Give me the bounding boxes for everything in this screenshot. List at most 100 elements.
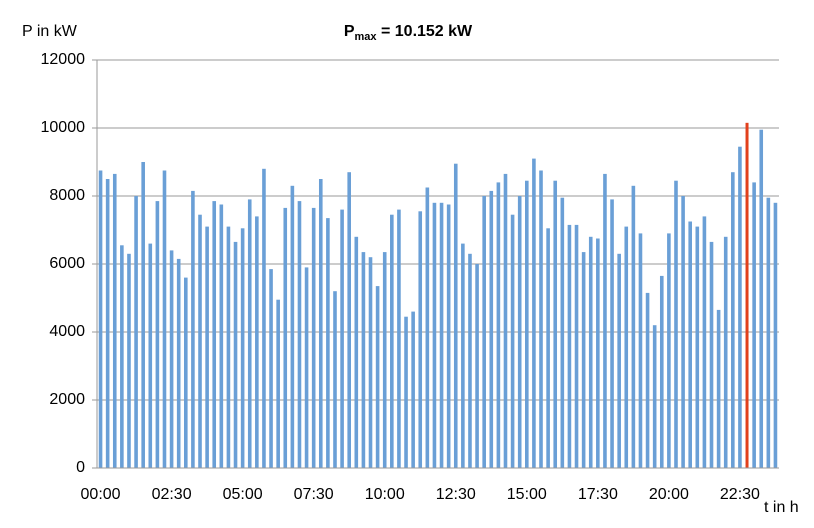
bar	[276, 299, 280, 468]
bar	[326, 218, 330, 468]
bar	[631, 185, 636, 469]
bar	[347, 172, 351, 468]
x-tick-label: 10:00	[365, 486, 405, 503]
x-tick-label: 15:00	[507, 486, 547, 503]
bar	[610, 199, 614, 468]
bar	[184, 277, 188, 468]
bar	[127, 253, 131, 468]
bar	[397, 209, 401, 468]
bar	[489, 190, 494, 468]
bar	[361, 252, 366, 468]
bar	[603, 173, 607, 468]
bar	[617, 253, 621, 468]
bar	[411, 311, 415, 468]
bar	[368, 257, 373, 468]
bar	[418, 211, 423, 469]
bar	[624, 226, 629, 468]
bar	[155, 201, 160, 468]
bar	[503, 173, 508, 468]
bar	[574, 224, 579, 468]
bar	[581, 252, 586, 468]
bar	[482, 196, 486, 468]
bar	[198, 214, 202, 468]
bar	[723, 236, 728, 468]
bar	[404, 316, 408, 468]
x-tick-label: 02:30	[152, 486, 192, 503]
y-axis-label: P in kW	[22, 23, 78, 40]
bar	[212, 201, 217, 468]
bar	[382, 252, 387, 468]
bar	[638, 233, 643, 468]
bar	[176, 258, 181, 468]
bar	[702, 216, 707, 468]
bar	[681, 196, 685, 468]
bar	[148, 243, 153, 468]
y-tick-label: 2000	[49, 391, 85, 408]
bar	[425, 187, 430, 468]
bar	[205, 226, 209, 468]
bar	[226, 226, 231, 468]
bar	[688, 221, 692, 468]
bar	[738, 146, 742, 468]
bar	[539, 170, 543, 468]
bar	[297, 201, 302, 468]
bar	[311, 207, 316, 468]
y-tick-label: 12000	[41, 51, 86, 68]
bar	[510, 214, 515, 468]
bar	[496, 182, 501, 468]
y-tick-label: 6000	[49, 255, 85, 272]
bar	[162, 170, 167, 468]
bar	[219, 204, 224, 468]
x-tick-label: 17:30	[578, 486, 618, 503]
bar	[120, 245, 124, 468]
bar	[667, 233, 671, 468]
bar	[525, 180, 529, 468]
bar	[390, 214, 394, 468]
bar	[262, 168, 266, 469]
bar	[98, 170, 103, 468]
bar	[141, 162, 145, 468]
bar	[333, 291, 337, 468]
bar	[461, 243, 465, 468]
bar	[709, 241, 714, 468]
bar	[375, 286, 380, 468]
bar	[468, 253, 472, 468]
chart-title: Pmax = 10.152 kW	[344, 23, 473, 43]
bar	[766, 197, 771, 468]
bar	[773, 202, 778, 469]
bar	[588, 236, 593, 468]
bar	[652, 325, 657, 468]
x-axis-label: t in h	[764, 499, 799, 516]
y-tick-label: 10000	[41, 119, 86, 136]
bar	[596, 238, 600, 468]
y-tick-label: 4000	[49, 323, 85, 340]
bar	[134, 196, 138, 468]
bar	[240, 228, 245, 468]
bar	[318, 179, 323, 468]
x-tick-label: 07:30	[294, 486, 334, 503]
bar	[340, 209, 344, 468]
bar	[255, 216, 259, 468]
bar	[546, 228, 550, 468]
bar	[674, 180, 678, 468]
x-tick-label: 05:00	[223, 486, 263, 503]
bar	[532, 158, 536, 468]
bar	[233, 241, 238, 468]
bar	[439, 202, 444, 469]
bar	[731, 172, 735, 468]
bar	[269, 269, 273, 468]
bar	[112, 173, 117, 468]
bar	[759, 129, 764, 468]
x-tick-label: 12:30	[436, 486, 476, 503]
bar	[304, 267, 309, 468]
bar	[752, 182, 756, 468]
title-rest: = 10.152 kW	[377, 23, 474, 40]
bar	[553, 180, 558, 468]
bar	[695, 226, 700, 468]
title-sub: max	[355, 31, 378, 43]
bar	[716, 309, 721, 468]
bar	[191, 190, 195, 468]
bar	[169, 250, 174, 468]
